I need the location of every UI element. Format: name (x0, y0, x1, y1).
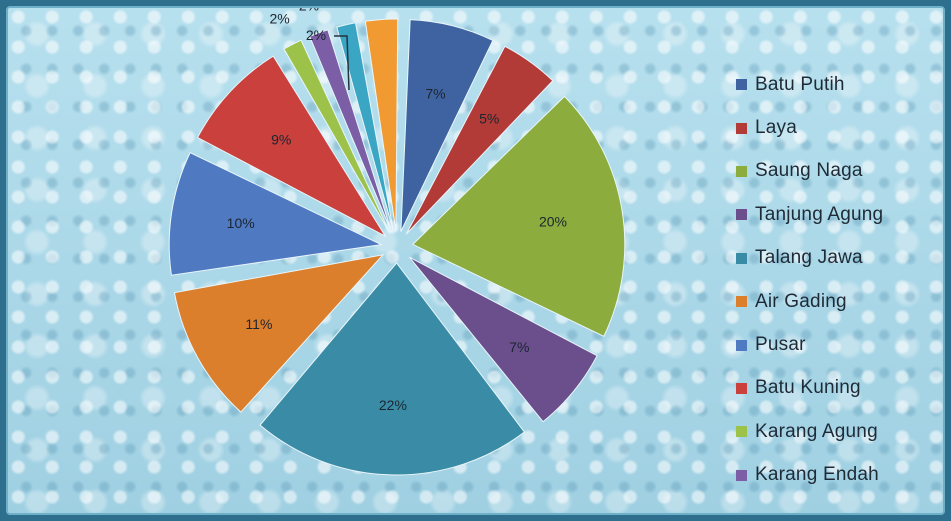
legend-item: Pusar (736, 323, 883, 366)
legend-swatch (736, 382, 747, 394)
legend-swatch (736, 122, 747, 134)
pie-slice (405, 45, 554, 235)
pie-slice (283, 39, 391, 234)
legend-swatch (736, 165, 747, 177)
legend-swatch (736, 296, 747, 308)
legend-item: Laya (736, 106, 883, 149)
legend-label: Talang Jawa (755, 247, 863, 269)
slice-label: 7% (509, 339, 529, 355)
legend: Batu Putih Laya Saung Naga Tanjung Agung Tal… (736, 63, 883, 497)
legend-item: Talang Jawa (736, 237, 883, 280)
legend-item: Batu Kuning (736, 367, 883, 410)
legend-swatch (736, 79, 747, 91)
slice-label: 20% (539, 214, 567, 230)
legend-label: Laya (755, 117, 798, 139)
leader-line (334, 35, 350, 91)
pie-slice (364, 18, 399, 232)
pie-slice (168, 151, 383, 276)
legend-label: Pusar (755, 334, 806, 356)
legend-label: Batu Kuning (755, 377, 861, 399)
pie-slice (196, 55, 387, 238)
slice-label: 2% (306, 27, 326, 43)
legend-item: Karang Endah (736, 454, 883, 497)
pie-slice (336, 22, 394, 232)
slice-label: 2% (299, 8, 319, 14)
pie-slice (309, 29, 392, 233)
legend-item: Tanjung Agung (736, 193, 883, 236)
legend-swatch (736, 252, 747, 264)
pie-slice (173, 254, 385, 413)
legend-label: Karang Endah (755, 464, 879, 486)
legend-label: Saung Naga (755, 160, 863, 182)
slice-label: 22% (379, 397, 407, 413)
pie-slice (400, 19, 494, 232)
legend-swatch (736, 209, 747, 221)
pie-slice (408, 256, 598, 423)
legend-label: Tanjung Agung (755, 203, 884, 225)
pie-labels: 7%5%20%7%22%11%10%9%2%2%2%3% (227, 8, 567, 413)
pie-slice (411, 95, 626, 338)
legend-item: Air Gading (736, 280, 883, 323)
legend-swatch (736, 426, 747, 438)
slice-label: 11% (245, 316, 272, 332)
legend-item: Karang Agung (736, 410, 883, 453)
slice-label: 10% (227, 215, 255, 231)
pie-slices (168, 18, 626, 476)
chart-area: 7%5%20%7%22%11%10%9%2%2%2%3% Batu PutihL… (6, 6, 945, 515)
legend-swatch (736, 469, 747, 481)
legend-label: Air Gading (755, 290, 847, 312)
legend-swatch (736, 339, 747, 351)
pie-chart: 7%5%20%7%22%11%10%9%2%2%2%3% (168, 8, 626, 476)
pie-slice (259, 262, 526, 476)
slice-label: 9% (271, 131, 291, 147)
legend-item: Batu Putih (736, 63, 883, 106)
legend-label: Karang Agung (755, 420, 878, 442)
slice-label: 2% (269, 11, 289, 27)
slice-label: 7% (425, 86, 445, 102)
legend-item: Saung Naga (736, 150, 883, 193)
legend-label: Batu Putih (755, 73, 845, 95)
slice-label: 5% (479, 111, 499, 127)
